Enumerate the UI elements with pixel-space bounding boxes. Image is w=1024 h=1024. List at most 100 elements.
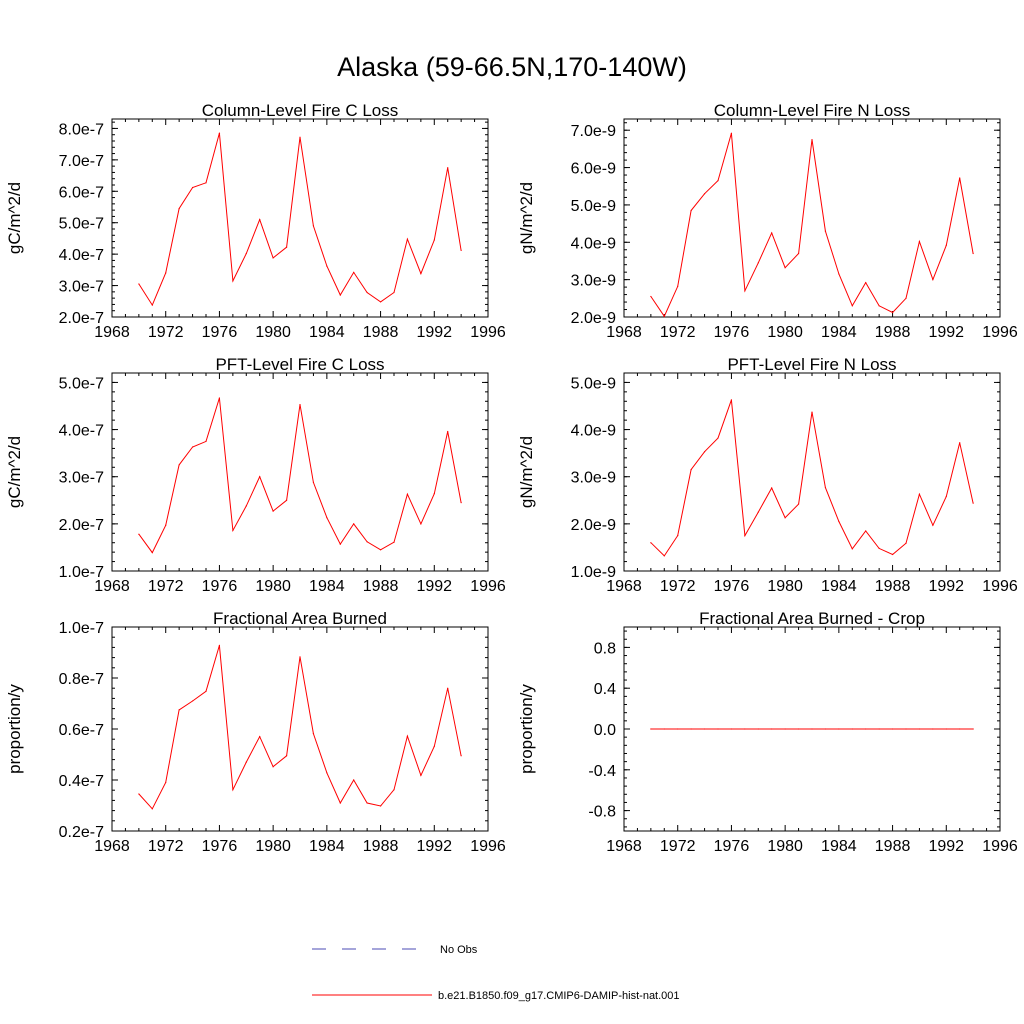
x-tick-label: 1972: [660, 324, 696, 341]
data-point: [865, 728, 867, 730]
data-point: [312, 225, 315, 227]
y-tick-label: -0.8: [588, 804, 616, 821]
data-point: [650, 728, 652, 730]
data-point: [663, 728, 665, 730]
y-tick-label: 5.0e-7: [59, 216, 104, 233]
data-point: [811, 728, 813, 730]
data-point: [339, 802, 341, 804]
data-point: [433, 745, 435, 747]
data-point: [138, 283, 140, 285]
data-point: [677, 728, 679, 730]
data-point: [285, 499, 288, 501]
data-point: [959, 442, 961, 444]
data-point: [353, 779, 355, 781]
x-tick-label: 1980: [255, 578, 291, 595]
data-point: [366, 802, 368, 804]
x-tick-label: 1996: [470, 578, 506, 595]
data-point: [447, 167, 449, 169]
y-tick-label: 8.0e-7: [59, 121, 104, 138]
data-point: [272, 510, 274, 512]
data-point: [285, 246, 288, 248]
legend: No Obs b.e21.B1850.f09_g17.CMIP6-DAMIP-h…: [312, 944, 680, 1002]
data-point: [797, 252, 800, 255]
data-point: [232, 789, 234, 791]
y-tick-label: 2.0e-7: [59, 517, 104, 534]
data-point: [717, 728, 719, 730]
y-tick-label: 0.6e-7: [59, 722, 104, 739]
data-point: [838, 273, 840, 275]
data-point: [744, 290, 746, 292]
x-tick-label: 1984: [309, 578, 345, 595]
x-tick-label: 1992: [416, 324, 452, 341]
chart-panel-5: Fractional Area Burned proportion/y 1968 19…: [5, 609, 506, 855]
data-point: [650, 295, 652, 298]
plot-frame: [623, 118, 1001, 318]
data-point: [379, 301, 382, 303]
data-point: [811, 138, 813, 141]
data-point: [663, 555, 665, 557]
y-tick-label: 4.0e-9: [571, 235, 616, 252]
data-point: [366, 541, 368, 543]
x-tick-label: 1980: [767, 324, 803, 341]
data-point: [878, 728, 880, 730]
y-tick-label: 1.0e-7: [59, 620, 104, 637]
y-axis-label: gN/m^2/d: [517, 182, 536, 254]
data-point: [959, 177, 961, 179]
data-point: [663, 315, 665, 317]
y-tick-label: 1.0e-9: [571, 564, 616, 581]
x-tick-label: 1992: [416, 838, 452, 855]
chart-panel-2: Column-Level Fire N Loss gN/m^2/d 1968 1972…: [517, 101, 1018, 341]
data-point: [703, 451, 706, 453]
data-point: [918, 728, 921, 730]
data-point: [878, 547, 880, 549]
data-point: [878, 305, 880, 307]
data-point: [703, 728, 706, 730]
panel-title: Column-Level Fire N Loss: [714, 101, 911, 120]
data-point: [165, 781, 167, 784]
chart-panel-6: Fractional Area Burned - Crop proportion/…: [517, 609, 1018, 855]
data-point: [218, 132, 221, 134]
data-point: [366, 291, 368, 294]
data-point: [905, 297, 907, 299]
y-tick-label: 2.0e-7: [59, 310, 104, 327]
x-tick-label: 1992: [416, 578, 452, 595]
panel-title: Fractional Area Burned - Crop: [699, 609, 925, 628]
data-point: [245, 252, 247, 255]
x-tick-label: 1984: [309, 324, 345, 341]
panel-title: PFT-Level Fire N Loss: [727, 355, 896, 374]
data-point: [259, 736, 261, 738]
data-point: [717, 180, 719, 182]
x-tick-label: 1972: [660, 838, 696, 855]
y-tick-label: 0.2e-7: [59, 824, 104, 841]
data-point: [460, 249, 462, 251]
y-tick-label: 5.0e-7: [59, 375, 104, 392]
data-point: [232, 529, 234, 532]
series-line: [138, 397, 462, 554]
y-axis-label: gN/m^2/d: [517, 436, 536, 508]
panel-title: Fractional Area Burned: [213, 609, 387, 628]
data-point: [165, 524, 167, 526]
panel-title: Column-Level Fire C Loss: [202, 101, 399, 120]
data-point: [730, 728, 733, 730]
data-point: [717, 437, 719, 439]
x-tick-label: 1976: [714, 838, 750, 855]
data-point: [447, 687, 449, 689]
x-tick-label: 1980: [767, 578, 803, 595]
data-point: [730, 399, 733, 401]
data-point: [690, 469, 692, 471]
x-tick-label: 1980: [767, 838, 803, 855]
x-tick-label: 1972: [148, 838, 184, 855]
y-tick-label: 7.0e-9: [571, 123, 616, 140]
y-tick-label: 2.0e-9: [571, 517, 616, 534]
data-point: [299, 136, 301, 138]
data-point: [650, 542, 652, 544]
data-point: [744, 728, 746, 730]
x-tick-label: 1984: [821, 838, 857, 855]
data-point: [393, 789, 395, 791]
data-point: [677, 535, 679, 537]
data-point: [784, 728, 786, 730]
y-tick-label: 4.0e-7: [59, 247, 104, 264]
data-point: [784, 267, 786, 269]
data-point: [151, 304, 153, 306]
data-point: [339, 294, 341, 296]
